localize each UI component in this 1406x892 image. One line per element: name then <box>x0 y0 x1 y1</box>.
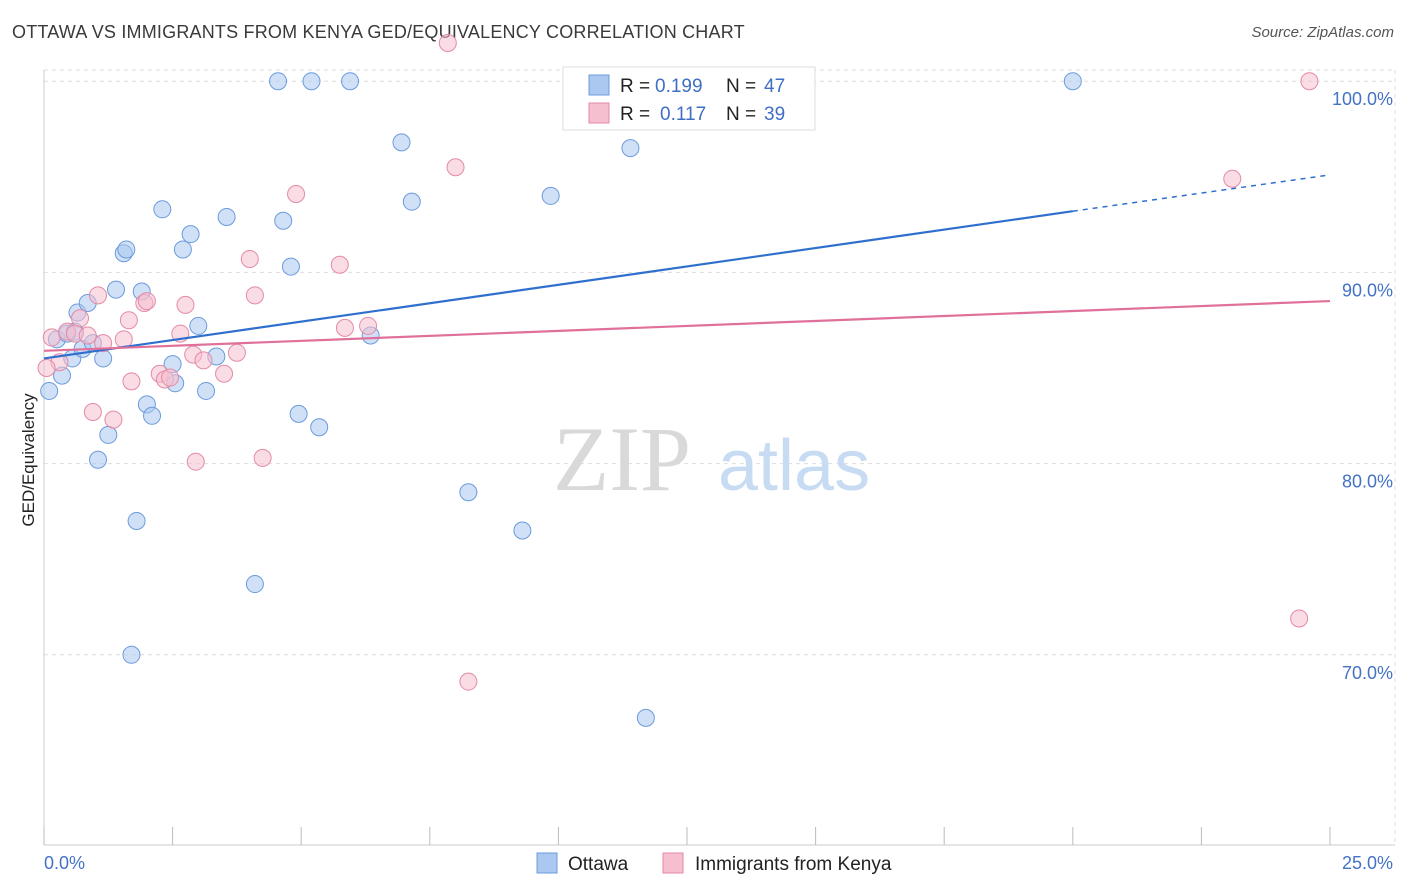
kenya-point-5 <box>78 326 97 345</box>
ottawa-point-46 <box>1063 72 1082 91</box>
ottawa-point-11 <box>94 349 113 368</box>
legend-swatch-ottawa <box>588 74 610 96</box>
kenya-point-22 <box>194 351 213 370</box>
legend-n-label-kenya: N = <box>726 104 756 125</box>
ottawa-trend-line <box>43 210 1073 360</box>
bottom-legend-swatch-kenya <box>662 852 684 874</box>
bottom-legend-swatch-ottawa <box>536 852 558 874</box>
legend-r-label-kenya: R = <box>620 104 650 125</box>
ottawa-point-44 <box>621 139 640 158</box>
kenya-point-0 <box>42 328 61 347</box>
kenya-point-37 <box>438 33 457 52</box>
kenya-point-23 <box>215 364 234 383</box>
ottawa-point-34 <box>289 404 308 423</box>
legend-r-value-ottawa: 0.199 <box>655 76 703 97</box>
kenya-point-32 <box>446 158 465 177</box>
source-label: Source: ZipAtlas.com <box>1251 24 1394 41</box>
kenya-point-19 <box>176 295 195 314</box>
legend-n-value-ottawa: 47 <box>764 76 785 97</box>
kenya-point-24 <box>227 343 246 362</box>
ottawa-point-36 <box>310 418 329 437</box>
kenya-trend-line <box>43 299 1331 352</box>
ottawa-point-33 <box>281 257 300 276</box>
axes <box>43 70 1395 846</box>
kenya-points <box>37 33 1319 691</box>
ottawa-point-26 <box>189 316 208 335</box>
ottawa-point-41 <box>459 483 478 502</box>
kenya-point-28 <box>287 185 306 204</box>
ottawa-point-32 <box>274 211 293 230</box>
kenya-point-33 <box>459 672 478 691</box>
kenya-point-6 <box>83 402 102 421</box>
kenya-point-36 <box>1300 72 1319 91</box>
kenya-point-31 <box>359 316 378 335</box>
ottawa-point-12 <box>99 425 118 444</box>
kenya-point-21 <box>186 452 205 471</box>
kenya-point-17 <box>161 368 180 387</box>
ottawa-point-35 <box>302 72 321 91</box>
ottawa-point-24 <box>173 240 192 259</box>
legend-swatch-kenya <box>588 102 610 124</box>
y-tick-label-3: 100.0% <box>1332 89 1393 109</box>
legend-n-label-ottawa: N = <box>726 76 756 97</box>
watermark: ZIP atlas <box>553 408 870 510</box>
top-legend: R = 0.199 N = 47 R = 0.117 N = 39 <box>562 66 816 131</box>
kenya-point-25 <box>240 250 259 269</box>
ottawa-point-40 <box>402 192 421 211</box>
ottawa-point-15 <box>117 240 136 259</box>
bottom-legend-ottawa: Ottawa <box>568 854 629 875</box>
ottawa-point-21 <box>153 200 172 219</box>
ottawa-point-17 <box>127 511 146 530</box>
ottawa-points <box>40 72 1082 727</box>
y-tick-label-2: 90.0% <box>1342 280 1393 300</box>
ottawa-point-42 <box>513 521 532 540</box>
legend-r-label-ottawa: R = <box>620 76 650 97</box>
kenya-point-7 <box>89 286 108 305</box>
ottawa-point-29 <box>217 207 236 226</box>
ottawa-point-43 <box>541 186 560 205</box>
ottawa-point-25 <box>181 225 200 244</box>
kenya-point-27 <box>253 448 272 467</box>
ottawa-point-0 <box>40 381 59 400</box>
kenya-point-12 <box>122 372 141 391</box>
watermark-zip: ZIP <box>553 408 691 510</box>
kenya-point-14 <box>137 292 156 311</box>
ottawa-point-45 <box>636 708 655 727</box>
ottawa-point-30 <box>245 575 264 594</box>
watermark-atlas: atlas <box>718 426 870 506</box>
y-tick-label-1: 80.0% <box>1342 472 1393 492</box>
y-axis-label: GED/Equivalency <box>19 393 38 527</box>
kenya-point-26 <box>245 286 264 305</box>
kenya-point-11 <box>119 311 138 330</box>
kenya-point-30 <box>335 318 354 337</box>
kenya-point-29 <box>330 255 349 274</box>
kenya-point-9 <box>104 410 123 429</box>
ottawa-point-27 <box>197 381 216 400</box>
x-tick-label-1: 25.0% <box>1342 853 1393 873</box>
legend-r-value-kenya: 0.117 <box>660 104 706 125</box>
y-tick-labels: 70.0% 80.0% 90.0% 100.0% <box>1332 89 1393 683</box>
chart-title: OTTAWA VS IMMIGRANTS FROM KENYA GED/EQUI… <box>12 22 745 42</box>
ottawa-point-39 <box>392 133 411 152</box>
ottawa-point-10 <box>89 450 108 469</box>
ottawa-point-16 <box>122 645 141 664</box>
legend-n-value-kenya: 39 <box>764 104 785 125</box>
ottawa-point-37 <box>341 72 360 91</box>
ottawa-trend-extension <box>1072 174 1331 212</box>
kenya-point-38 <box>37 359 56 377</box>
x-tick-label-0: 0.0% <box>44 853 85 873</box>
bottom-legend: Ottawa Immigrants from Kenya <box>536 852 892 875</box>
y-tick-label-0: 70.0% <box>1342 663 1393 683</box>
ottawa-point-31 <box>269 72 288 91</box>
x-tick-labels: 0.0% 25.0% <box>44 853 1393 873</box>
kenya-point-35 <box>1290 609 1309 628</box>
kenya-point-34 <box>1223 169 1242 188</box>
bottom-legend-kenya: Immigrants from Kenya <box>695 854 892 875</box>
trend-lines <box>43 174 1331 360</box>
kenya-point-4 <box>71 309 90 328</box>
ottawa-point-13 <box>107 280 126 299</box>
ottawa-point-20 <box>143 406 162 425</box>
